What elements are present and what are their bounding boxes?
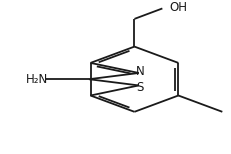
Text: N: N — [136, 65, 144, 78]
Text: H₂N: H₂N — [26, 73, 48, 86]
Text: S: S — [135, 81, 143, 94]
Text: OH: OH — [169, 1, 186, 14]
